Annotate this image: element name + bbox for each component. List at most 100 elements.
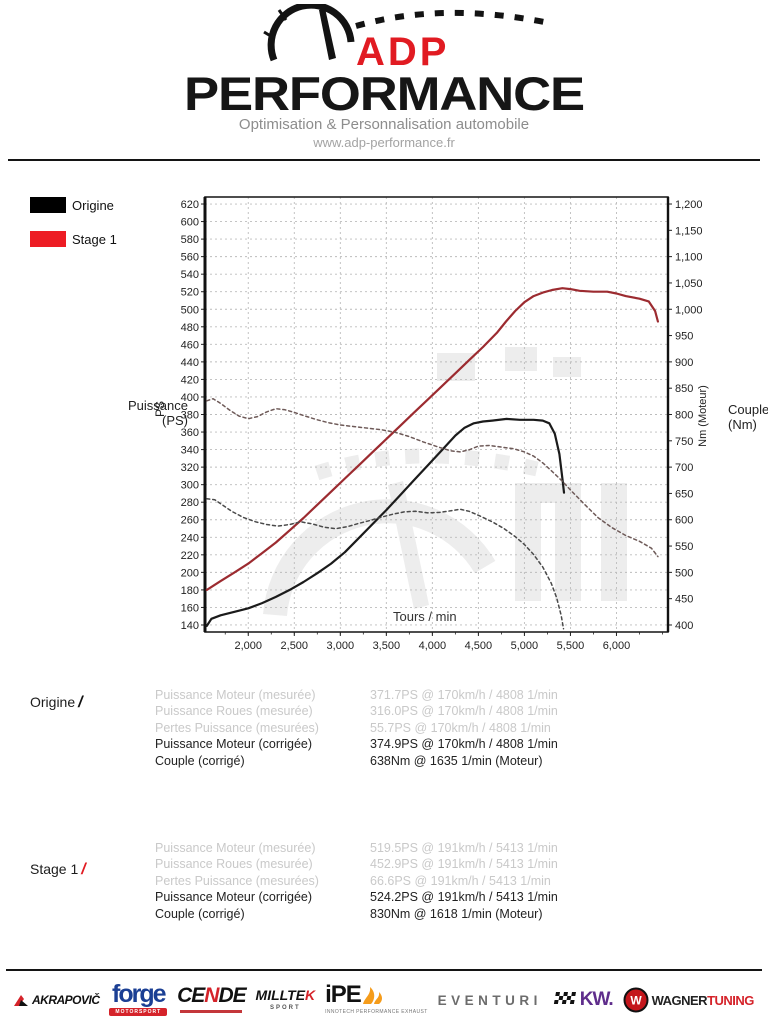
cende-de: DE xyxy=(218,984,246,1007)
legend-swatch-origine xyxy=(30,197,66,213)
logo-akrapovic: AKRAPOVIČ xyxy=(14,993,100,1008)
svg-text:420: 420 xyxy=(181,374,199,386)
svg-text:440: 440 xyxy=(181,357,199,369)
svg-text:620: 620 xyxy=(181,199,199,211)
result-row: Puissance Moteur (corrigée) 374.9PS @ 170… xyxy=(155,737,558,752)
result-row: Couple (corrigé) 830Nm @ 1618 1/min (Mote… xyxy=(155,906,543,921)
result-row: Pertes Puissance (mesurées) 55.7PS @ 170k… xyxy=(155,720,551,735)
svg-text:4,000: 4,000 xyxy=(419,640,447,652)
gauge-logo-icon xyxy=(263,4,545,62)
svg-text:5,000: 5,000 xyxy=(511,640,539,652)
result-row: Puissance Moteur (mesurée) 371.7PS @ 170k… xyxy=(155,688,558,702)
svg-text:950: 950 xyxy=(675,331,693,343)
brand-website: www.adp-performance.fr xyxy=(313,135,455,150)
logo-milltek: MILLTEK SPORT xyxy=(255,987,316,1011)
result-title-text: Origine xyxy=(30,694,76,710)
forge-wordmark: forge xyxy=(112,980,166,1008)
svg-text:220: 220 xyxy=(181,550,199,562)
cende-n: N xyxy=(204,984,219,1007)
result-row: Puissance Moteur (mesurée) 519.5PS @ 191k… xyxy=(155,841,558,855)
result-title-text: Stage 1 xyxy=(30,861,79,877)
svg-text:160: 160 xyxy=(181,602,199,614)
milltek-millte: MILLTE xyxy=(255,987,306,1003)
svg-text:200: 200 xyxy=(181,567,199,579)
brand-tagline: Optimisation & Personnalisation automobi… xyxy=(238,116,530,133)
svg-text:1,150: 1,150 xyxy=(675,225,703,237)
svg-text:700: 700 xyxy=(675,462,693,474)
svg-text:140: 140 xyxy=(181,620,199,632)
svg-text:6,000: 6,000 xyxy=(603,640,631,652)
svg-text:5,500: 5,500 xyxy=(557,640,585,652)
svg-text:1,050: 1,050 xyxy=(675,278,703,290)
brand-adp: ADP xyxy=(356,30,450,74)
svg-text:580: 580 xyxy=(181,234,199,246)
logo-ipe: iPE INNOTECH PERFORMANCE EXHAUST xyxy=(325,981,428,1016)
svg-text:1,000: 1,000 xyxy=(675,304,703,316)
svg-text:400: 400 xyxy=(181,392,199,404)
svg-text:800: 800 xyxy=(675,410,693,422)
cende-ce: CE xyxy=(177,984,205,1007)
left-axis-caption: Puissance (PS) xyxy=(128,398,188,428)
legend-label-stage1: Stage 1 xyxy=(72,232,117,247)
svg-text:480: 480 xyxy=(181,322,199,334)
svg-text:3,500: 3,500 xyxy=(373,640,401,652)
wagner-name: WAGNER xyxy=(651,992,708,1008)
ipe-wordmark: iPE xyxy=(325,981,362,1008)
cende-wordmark: CENDE xyxy=(177,984,247,1007)
result-row: Pertes Puissance (mesurées) 66.6PS @ 191k… xyxy=(155,873,551,888)
svg-text:280: 280 xyxy=(181,497,199,509)
svg-text:900: 900 xyxy=(675,357,693,369)
milltek-sport: SPORT xyxy=(270,1005,301,1011)
forge-subtext: MOTORSPORT xyxy=(109,1008,168,1016)
right-axis-unit-label: Nm (Moteur) xyxy=(697,385,709,447)
svg-text:850: 850 xyxy=(675,383,693,395)
svg-text:1,100: 1,100 xyxy=(675,252,703,264)
result-rows-stage1: Puissance Moteur (mesurée) 519.5PS @ 191k… xyxy=(155,841,735,923)
results-block-stage1: Stage 1/ Puissance Moteur (mesurée) 519.5… xyxy=(0,841,768,931)
kw-wordmark: KW. xyxy=(579,989,614,1010)
svg-text:500: 500 xyxy=(181,304,199,316)
svg-text:1,200: 1,200 xyxy=(675,199,703,211)
x-axis-label: Tours / min xyxy=(393,609,457,624)
dyno-chart: 140 160 180 200 220 240 260 280 300 320 340 360 380 4… xyxy=(181,196,703,652)
svg-text:360: 360 xyxy=(181,427,199,439)
svg-text:520: 520 xyxy=(181,287,199,299)
wagner-tuning: TUNING xyxy=(707,992,754,1008)
legend-swatch-stage1 xyxy=(30,231,66,247)
logo-eventuri: EVENTURI xyxy=(438,993,542,1008)
akrapovic-arrow-icon xyxy=(14,994,28,1006)
svg-text:240: 240 xyxy=(181,532,199,544)
svg-text:450: 450 xyxy=(675,594,693,606)
result-title-slash: / xyxy=(78,694,83,711)
milltek-wordmark: MILLTEK xyxy=(255,987,316,1003)
svg-text:260: 260 xyxy=(181,515,199,527)
header-divider xyxy=(8,159,760,161)
svg-text:4,500: 4,500 xyxy=(465,640,493,652)
result-row: Puissance Roues (mesurée) 316.0PS @ 170km… xyxy=(155,704,558,719)
svg-text:750: 750 xyxy=(675,436,693,448)
svg-text:340: 340 xyxy=(181,445,199,457)
result-title-origine: Origine / xyxy=(30,694,83,712)
svg-text:300: 300 xyxy=(181,480,199,492)
svg-text:180: 180 xyxy=(181,585,199,597)
partner-logos: AKRAPOVIČ forge MOTORSPORT CENDE MILLTEK… xyxy=(14,977,754,1023)
brand-performance: PERFORMANCE xyxy=(183,67,585,120)
ipe-row: iPE xyxy=(325,981,384,1008)
cende-subtext-bar xyxy=(180,1010,243,1013)
svg-text:400: 400 xyxy=(675,620,693,632)
result-rows-origine: Puissance Moteur (mesurée) 371.7PS @ 170k… xyxy=(155,688,735,770)
ipe-flame-icon xyxy=(362,987,382,1004)
kw-checkered-flag-icon xyxy=(553,992,576,1004)
svg-text:600: 600 xyxy=(675,515,693,527)
akrapovic-wordmark: AKRAPOVIČ xyxy=(32,993,100,1007)
result-title-stage1: Stage 1/ xyxy=(30,861,86,879)
logo-cende: CENDE xyxy=(177,984,247,1013)
svg-text:560: 560 xyxy=(181,252,199,264)
ipe-subtext: INNOTECH PERFORMANCE EXHAUST xyxy=(325,1009,428,1015)
milltek-k: K xyxy=(305,987,316,1003)
wagner-monogram: W xyxy=(630,994,642,1008)
right-axis-caption: Couple (Nm) xyxy=(728,402,768,432)
left-axis-unit-label: PS xyxy=(153,400,168,418)
wagner-wordmark: WAGNERTUNING xyxy=(651,992,755,1008)
svg-text:320: 320 xyxy=(181,462,199,474)
